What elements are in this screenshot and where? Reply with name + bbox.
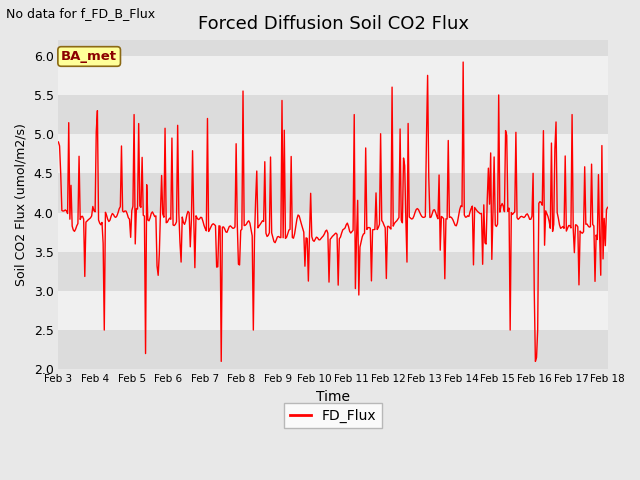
Text: No data for f_FD_B_Flux: No data for f_FD_B_Flux: [6, 7, 156, 20]
Text: BA_met: BA_met: [61, 50, 117, 63]
Bar: [58, 213, 607, 252]
Bar: [58, 291, 607, 330]
Bar: [58, 173, 607, 213]
Bar: [58, 56, 607, 95]
Bar: [58, 252, 607, 291]
Y-axis label: Soil CO2 Flux (umol/m2/s): Soil CO2 Flux (umol/m2/s): [15, 123, 28, 286]
Title: Forced Diffusion Soil CO2 Flux: Forced Diffusion Soil CO2 Flux: [198, 15, 468, 33]
Bar: [58, 95, 607, 134]
Legend: FD_Flux: FD_Flux: [284, 403, 382, 428]
X-axis label: Time: Time: [316, 390, 350, 404]
Bar: [58, 330, 607, 369]
Bar: [58, 134, 607, 173]
